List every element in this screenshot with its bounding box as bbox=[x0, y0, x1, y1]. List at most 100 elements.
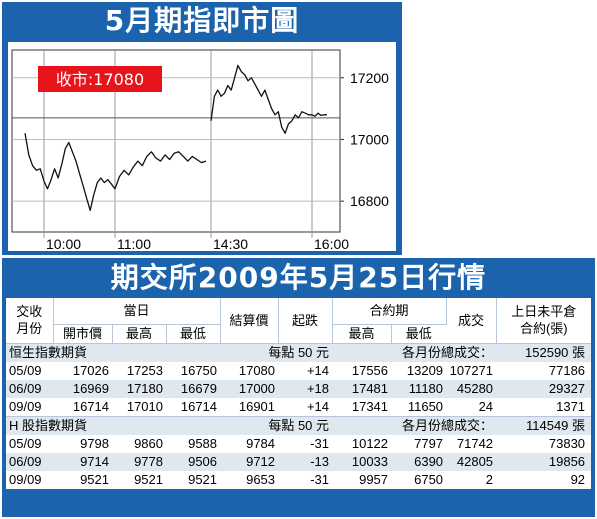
intraday-chart-panel: 5月期指即市圖 10:00 11:00 14:30 16:00 16800 17000 17… bbox=[2, 2, 402, 255]
table-cell: 9521 bbox=[80, 471, 109, 487]
table-cell: 16901 bbox=[238, 398, 276, 414]
table-row: 06/09 16969 17180 16679 17000 +18 17481 11180 45… bbox=[6, 379, 592, 398]
header-subrow: 開市價 最高 最低 最高 最低 bbox=[6, 323, 591, 343]
header-day: 當日 bbox=[53, 298, 221, 324]
header-month: 交收 月份 bbox=[6, 298, 54, 343]
table-cell: 17556 bbox=[351, 362, 389, 378]
table-cell: 9714 bbox=[53, 452, 112, 471]
table-cell: 2 bbox=[485, 471, 494, 487]
table-cell: 10033 bbox=[332, 452, 392, 471]
table-cell: 9778 bbox=[112, 452, 166, 471]
futures-quote-table: 交收 月份 當日 結算價 起跌 合約期 成交 上日未平倉 合約(張) 開市價 最高 最低 最高 最低 恒生指… bbox=[6, 298, 592, 489]
table-cell: 6390 bbox=[391, 452, 447, 471]
y-tick-label: 17200 bbox=[350, 70, 389, 86]
section-point-value: 每點 50 元 bbox=[166, 342, 333, 362]
price-line-morning bbox=[24, 133, 207, 212]
header-settle: 結算價 bbox=[220, 298, 279, 343]
table-cell: 77186 bbox=[548, 362, 586, 378]
table-cell: 107271 bbox=[449, 362, 494, 378]
table-cell: 17080 bbox=[238, 362, 276, 378]
table-row: 05/09 17026 17253 16750 17080 +14 17556 13209 10… bbox=[6, 362, 591, 380]
table-cell: 17180 bbox=[112, 379, 166, 398]
table-cell: 1371 bbox=[556, 398, 586, 414]
table-cell: 9653 bbox=[246, 471, 276, 487]
close-label: 收市:17080 bbox=[56, 70, 144, 89]
table-cell: 92 bbox=[570, 471, 586, 487]
header-open-interest: 上日未平倉 合約(張) bbox=[496, 298, 592, 343]
section-name: 恒生指數期貨 bbox=[6, 342, 166, 362]
y-tick-label: 16800 bbox=[350, 193, 389, 209]
table-cell: 17253 bbox=[126, 362, 163, 378]
table-row: 09/09 9521 9521 9521 9653 -31 9957 6750 2 92 bbox=[6, 471, 591, 489]
table-cell: 9798 bbox=[80, 435, 109, 451]
table-cell: 16679 bbox=[166, 379, 221, 398]
header-high: 最高 bbox=[112, 323, 167, 343]
table-cell: +14 bbox=[306, 362, 330, 378]
table-cell: 9506 bbox=[166, 452, 221, 471]
header-contract-low: 最低 bbox=[391, 323, 447, 343]
table-cell: 17341 bbox=[351, 398, 389, 414]
section-name: H 股指數期貨 bbox=[6, 415, 166, 435]
table-cell: 9588 bbox=[188, 435, 218, 451]
plot-frame bbox=[11, 49, 341, 233]
header-contract: 合約期 bbox=[332, 298, 447, 324]
table-cell: 13209 bbox=[406, 362, 444, 378]
table-row: 06/09 9714 9778 9506 9712 -13 10033 6390 42805 19… bbox=[6, 452, 592, 471]
row-month: 06/09 bbox=[6, 379, 53, 398]
row-month: 05/09 bbox=[9, 362, 42, 378]
table-cell: 71742 bbox=[456, 435, 494, 451]
table-cell: 9784 bbox=[246, 435, 276, 451]
table-row: 05/09 9798 9860 9588 9784 -31 10122 7797 71742 73… bbox=[6, 435, 591, 453]
row-month: 09/09 bbox=[9, 471, 42, 487]
header-contract-high: 最高 bbox=[332, 323, 392, 343]
x-tick-label: 10:00 bbox=[46, 236, 81, 251]
table-cell: 16750 bbox=[180, 362, 218, 378]
table-cell: 29327 bbox=[496, 379, 592, 398]
table-cell: 17010 bbox=[126, 398, 163, 414]
table-cell: 24 bbox=[478, 398, 494, 414]
section-row: H 股指數期貨 每點 50 元各月份總成交： 114549 張 bbox=[6, 415, 592, 435]
table-cell: 6750 bbox=[414, 471, 444, 487]
table-cell: +18 bbox=[278, 379, 333, 398]
section-point-value: 每點 50 元 bbox=[166, 415, 333, 435]
table-cell: -13 bbox=[278, 452, 333, 471]
y-tick-label: 17000 bbox=[350, 131, 389, 147]
x-tick-label: 14:30 bbox=[213, 236, 248, 251]
table-cell: 19856 bbox=[496, 452, 592, 471]
row-month: 06/09 bbox=[6, 452, 53, 471]
table-cell: 16714 bbox=[180, 398, 218, 414]
table-cell: 7797 bbox=[414, 435, 444, 451]
table-cell: 11180 bbox=[391, 379, 447, 398]
table-cell: -31 bbox=[310, 435, 330, 451]
x-tick-label: 16:00 bbox=[314, 236, 349, 251]
table-cell: 45280 bbox=[446, 379, 497, 398]
table-cell: 10122 bbox=[351, 435, 389, 451]
section-total-label: 各月份總成交： bbox=[332, 415, 497, 435]
quote-table-panel: 期交所2009年5月25日行情 交收 月份 當日 結算價 起跌 合約期 成交 上日未平倉 合約(… bbox=[2, 258, 595, 517]
close-label-box bbox=[38, 66, 162, 92]
table-title: 期交所2009年5月25日行情 bbox=[110, 261, 487, 294]
table-cell: 16969 bbox=[53, 379, 112, 398]
table-cell: 16714 bbox=[72, 398, 109, 414]
section-row: 恒生指數期貨 每點 50 元各月份總成交： 152590 張 bbox=[6, 342, 592, 362]
chart-title: 5月期指即市圖 bbox=[104, 4, 300, 37]
row-month: 05/09 bbox=[9, 435, 42, 451]
row-month: 09/09 bbox=[9, 398, 42, 414]
chart-area: 10:00 11:00 14:30 16:00 16800 17000 17200 收市:17… bbox=[8, 42, 396, 251]
table-cell: 9712 bbox=[220, 452, 279, 471]
header-row: 交收 月份 當日 結算價 起跌 合約期 成交 上日未平倉 合約(張) bbox=[6, 298, 592, 343]
section-total-volume: 152590 張 bbox=[496, 342, 592, 362]
table-cell: 17000 bbox=[220, 379, 279, 398]
table-cell: 11650 bbox=[407, 398, 444, 414]
header-open: 開市價 bbox=[53, 323, 113, 343]
table-cell: 73830 bbox=[548, 435, 586, 451]
table-row: 09/09 16714 17010 16714 16901 +14 17341 11650 24… bbox=[6, 398, 591, 417]
table-cell: 42805 bbox=[446, 452, 497, 471]
header-change: 起跌 bbox=[278, 298, 333, 343]
table-cell: 9521 bbox=[188, 471, 218, 487]
x-tick-label: 11:00 bbox=[117, 236, 151, 251]
table-cell: 9860 bbox=[134, 435, 163, 451]
section-total-volume: 114549 張 bbox=[496, 415, 592, 435]
section-total-label: 各月份總成交： bbox=[332, 342, 497, 362]
table-cell: 9957 bbox=[359, 471, 389, 487]
